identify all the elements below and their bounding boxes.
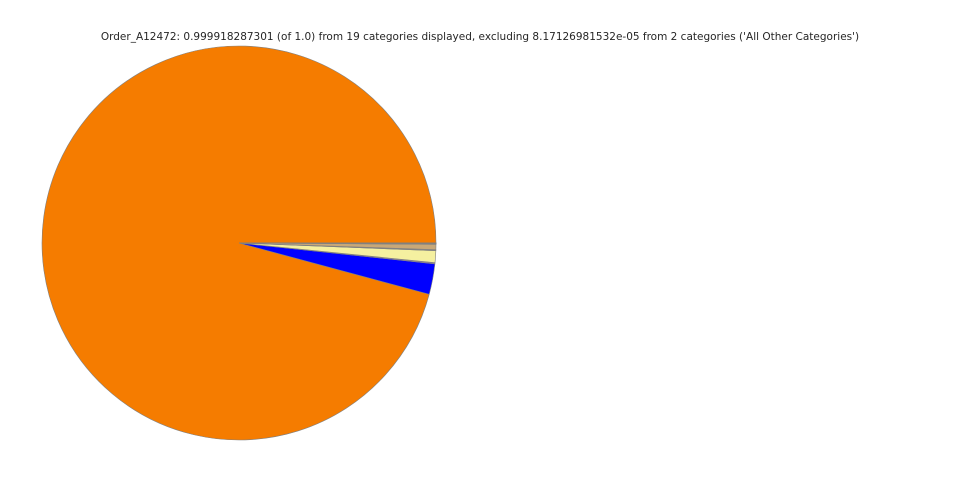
page-title: Order_A12472: 0.999918287301 (of 1.0) fr… [100, 31, 860, 43]
pie-slice-group [41, 45, 437, 441]
